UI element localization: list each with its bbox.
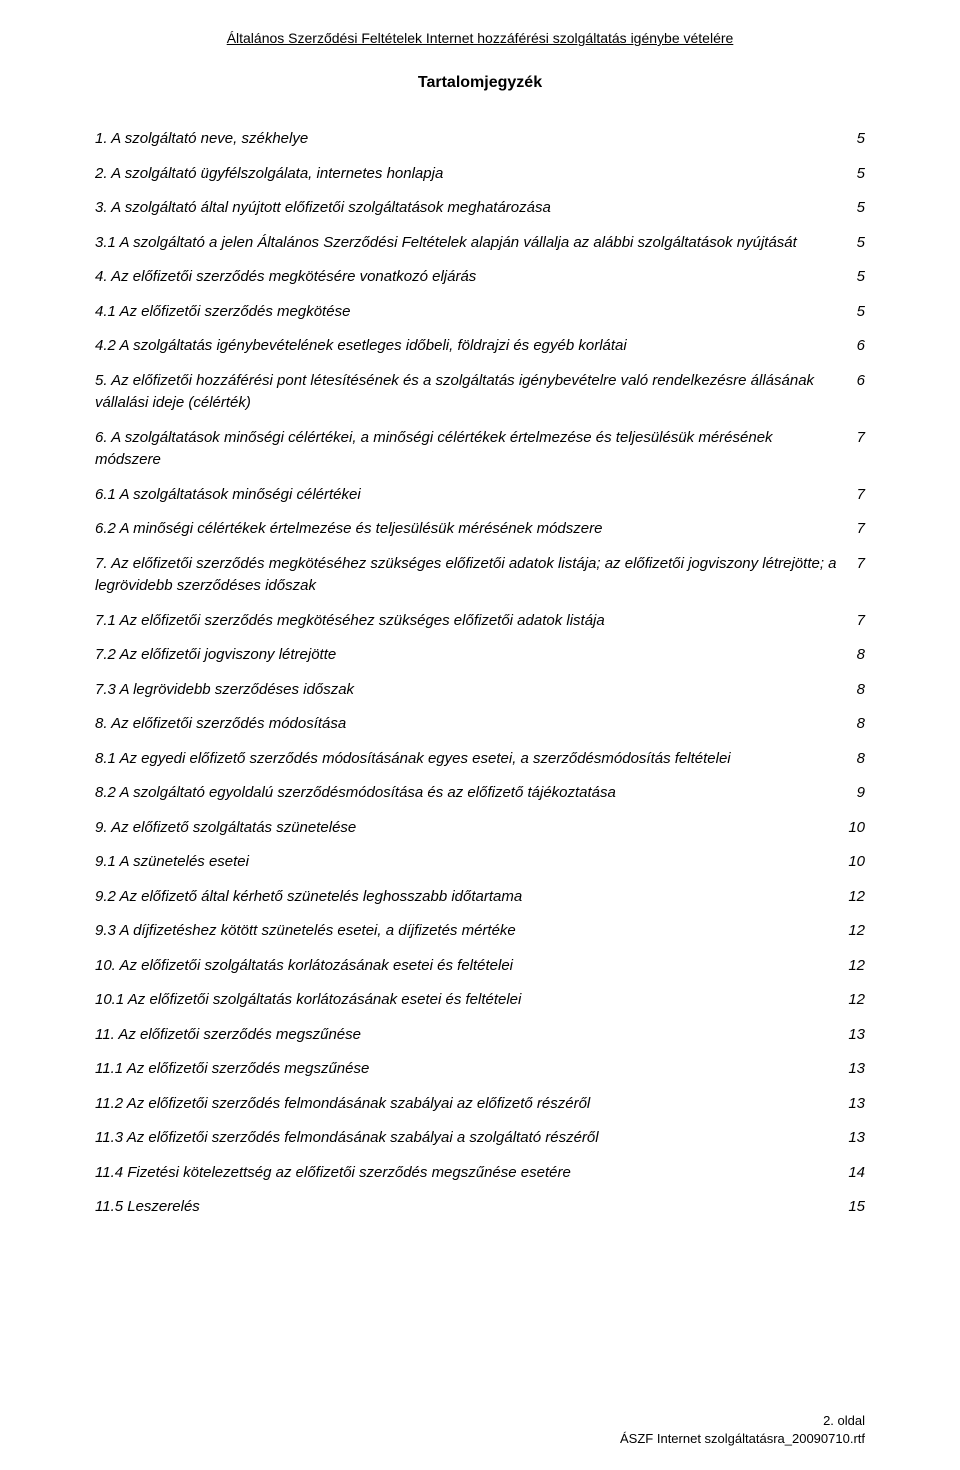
page-title: Tartalomjegyzék xyxy=(95,74,865,92)
toc-label: 3.1 A szolgáltató a jelen Általános Szer… xyxy=(95,232,857,255)
toc-page-number: 9 xyxy=(857,782,865,805)
toc-page-number: 5 xyxy=(857,266,865,289)
toc-row: 9.3 A díjfizetéshez kötött szünetelés es… xyxy=(95,920,865,943)
toc-row: 7. Az előfizetői szerződés megkötéséhez … xyxy=(95,553,865,598)
toc-page-number: 8 xyxy=(857,713,865,736)
toc-row: 11.1 Az előfizetői szerződés megszűnése1… xyxy=(95,1058,865,1081)
toc-row: 10. Az előfizetői szolgáltatás korlátozá… xyxy=(95,955,865,978)
toc-label: 8.2 A szolgáltató egyoldalú szerződésmód… xyxy=(95,782,857,805)
toc-label: 8. Az előfizetői szerződés módosítása xyxy=(95,713,857,736)
toc-label: 4.1 Az előfizetői szerződés megkötése xyxy=(95,301,857,324)
toc-label: 11.3 Az előfizetői szerződés felmondásán… xyxy=(95,1127,848,1150)
toc-page-number: 5 xyxy=(857,197,865,220)
toc-label: 2. A szolgáltató ügyfélszolgálata, inter… xyxy=(95,163,857,186)
toc-row: 1. A szolgáltató neve, székhelye5 xyxy=(95,128,865,151)
toc-label: 6.1 A szolgáltatások minőségi célértékei xyxy=(95,484,857,507)
toc-label: 7.2 Az előfizetői jogviszony létrejötte xyxy=(95,644,857,667)
toc-row: 11.4 Fizetési kötelezettség az előfizető… xyxy=(95,1162,865,1185)
toc-page-number: 7 xyxy=(857,427,865,450)
toc-page-number: 13 xyxy=(848,1127,865,1150)
toc-label: 9.3 A díjfizetéshez kötött szünetelés es… xyxy=(95,920,848,943)
toc-row: 8.2 A szolgáltató egyoldalú szerződésmód… xyxy=(95,782,865,805)
toc-label: 11.2 Az előfizetői szerződés felmondásán… xyxy=(95,1093,848,1116)
toc-label: 3. A szolgáltató által nyújtott előfizet… xyxy=(95,197,857,220)
footer-page-number: 2. oldal xyxy=(620,1412,865,1430)
toc-row: 11.3 Az előfizetői szerződés felmondásán… xyxy=(95,1127,865,1150)
toc-row: 6.2 A minőségi célértékek értelmezése és… xyxy=(95,518,865,541)
toc-label: 7.3 A legrövidebb szerződéses időszak xyxy=(95,679,857,702)
toc-container: 1. A szolgáltató neve, székhelye52. A sz… xyxy=(95,128,865,1219)
toc-row: 7.3 A legrövidebb szerződéses időszak8 xyxy=(95,679,865,702)
toc-label: 9. Az előfizető szolgáltatás szünetelése xyxy=(95,817,848,840)
toc-row: 7.2 Az előfizetői jogviszony létrejötte8 xyxy=(95,644,865,667)
toc-page-number: 5 xyxy=(857,163,865,186)
toc-page-number: 8 xyxy=(857,644,865,667)
toc-row: 5. Az előfizetői hozzáférési pont létesí… xyxy=(95,370,865,415)
toc-row: 8. Az előfizetői szerződés módosítása8 xyxy=(95,713,865,736)
toc-label: 11.4 Fizetési kötelezettség az előfizető… xyxy=(95,1162,848,1185)
toc-row: 11. Az előfizetői szerződés megszűnése13 xyxy=(95,1024,865,1047)
toc-row: 3. A szolgáltató által nyújtott előfizet… xyxy=(95,197,865,220)
toc-label: 10. Az előfizetői szolgáltatás korlátozá… xyxy=(95,955,848,978)
toc-page-number: 12 xyxy=(848,955,865,978)
toc-row: 8.1 Az egyedi előfizető szerződés módosí… xyxy=(95,748,865,771)
toc-row: 9.2 Az előfizető által kérhető szünetelé… xyxy=(95,886,865,909)
toc-page-number: 10 xyxy=(848,817,865,840)
toc-label: 4. Az előfizetői szerződés megkötésére v… xyxy=(95,266,857,289)
toc-label: 6. A szolgáltatások minőségi célértékei,… xyxy=(95,427,857,472)
toc-row: 6.1 A szolgáltatások minőségi célértékei… xyxy=(95,484,865,507)
toc-row: 11.5 Leszerelés15 xyxy=(95,1196,865,1219)
toc-page-number: 7 xyxy=(857,610,865,633)
toc-row: 9.1 A szünetelés esetei10 xyxy=(95,851,865,874)
toc-page-number: 7 xyxy=(857,518,865,541)
toc-page-number: 5 xyxy=(857,301,865,324)
toc-page-number: 13 xyxy=(848,1024,865,1047)
toc-row: 9. Az előfizető szolgáltatás szünetelése… xyxy=(95,817,865,840)
toc-label: 7.1 Az előfizetői szerződés megkötéséhez… xyxy=(95,610,857,633)
toc-label: 9.1 A szünetelés esetei xyxy=(95,851,848,874)
toc-page-number: 6 xyxy=(857,335,865,358)
toc-label: 11.1 Az előfizetői szerződés megszűnése xyxy=(95,1058,848,1081)
toc-label: 7. Az előfizetői szerződés megkötéséhez … xyxy=(95,553,857,598)
toc-page-number: 5 xyxy=(857,128,865,151)
toc-row: 7.1 Az előfizetői szerződés megkötéséhez… xyxy=(95,610,865,633)
toc-row: 6. A szolgáltatások minőségi célértékei,… xyxy=(95,427,865,472)
toc-page-number: 12 xyxy=(848,920,865,943)
toc-label: 11.5 Leszerelés xyxy=(95,1196,848,1219)
toc-label: 6.2 A minőségi célértékek értelmezése és… xyxy=(95,518,857,541)
toc-page-number: 15 xyxy=(848,1196,865,1219)
toc-row: 4.1 Az előfizetői szerződés megkötése5 xyxy=(95,301,865,324)
toc-page-number: 12 xyxy=(848,886,865,909)
footer-file-name: ÁSZF Internet szolgáltatásra_20090710.rt… xyxy=(620,1430,865,1448)
toc-row: 4. Az előfizetői szerződés megkötésére v… xyxy=(95,266,865,289)
toc-page-number: 13 xyxy=(848,1058,865,1081)
toc-row: 3.1 A szolgáltató a jelen Általános Szer… xyxy=(95,232,865,255)
toc-page-number: 6 xyxy=(857,370,865,393)
toc-label: 4.2 A szolgáltatás igénybevételének eset… xyxy=(95,335,857,358)
toc-page-number: 7 xyxy=(857,553,865,576)
page-footer: 2. oldal ÁSZF Internet szolgáltatásra_20… xyxy=(620,1412,865,1448)
toc-label: 1. A szolgáltató neve, székhelye xyxy=(95,128,857,151)
toc-page-number: 8 xyxy=(857,748,865,771)
toc-page-number: 10 xyxy=(848,851,865,874)
toc-page-number: 5 xyxy=(857,232,865,255)
toc-row: 11.2 Az előfizetői szerződés felmondásán… xyxy=(95,1093,865,1116)
toc-label: 8.1 Az egyedi előfizető szerződés módosí… xyxy=(95,748,857,771)
toc-page-number: 14 xyxy=(848,1162,865,1185)
toc-page-number: 7 xyxy=(857,484,865,507)
toc-page-number: 8 xyxy=(857,679,865,702)
toc-row: 2. A szolgáltató ügyfélszolgálata, inter… xyxy=(95,163,865,186)
toc-label: 11. Az előfizetői szerződés megszűnése xyxy=(95,1024,848,1047)
toc-row: 4.2 A szolgáltatás igénybevételének eset… xyxy=(95,335,865,358)
toc-page-number: 13 xyxy=(848,1093,865,1116)
toc-page-number: 12 xyxy=(848,989,865,1012)
toc-label: 5. Az előfizetői hozzáférési pont létesí… xyxy=(95,370,857,415)
toc-label: 9.2 Az előfizető által kérhető szünetelé… xyxy=(95,886,848,909)
toc-label: 10.1 Az előfizetői szolgáltatás korlátoz… xyxy=(95,989,848,1012)
toc-row: 10.1 Az előfizetői szolgáltatás korlátoz… xyxy=(95,989,865,1012)
page-header-underline: Általános Szerződési Feltételek Internet… xyxy=(95,30,865,46)
